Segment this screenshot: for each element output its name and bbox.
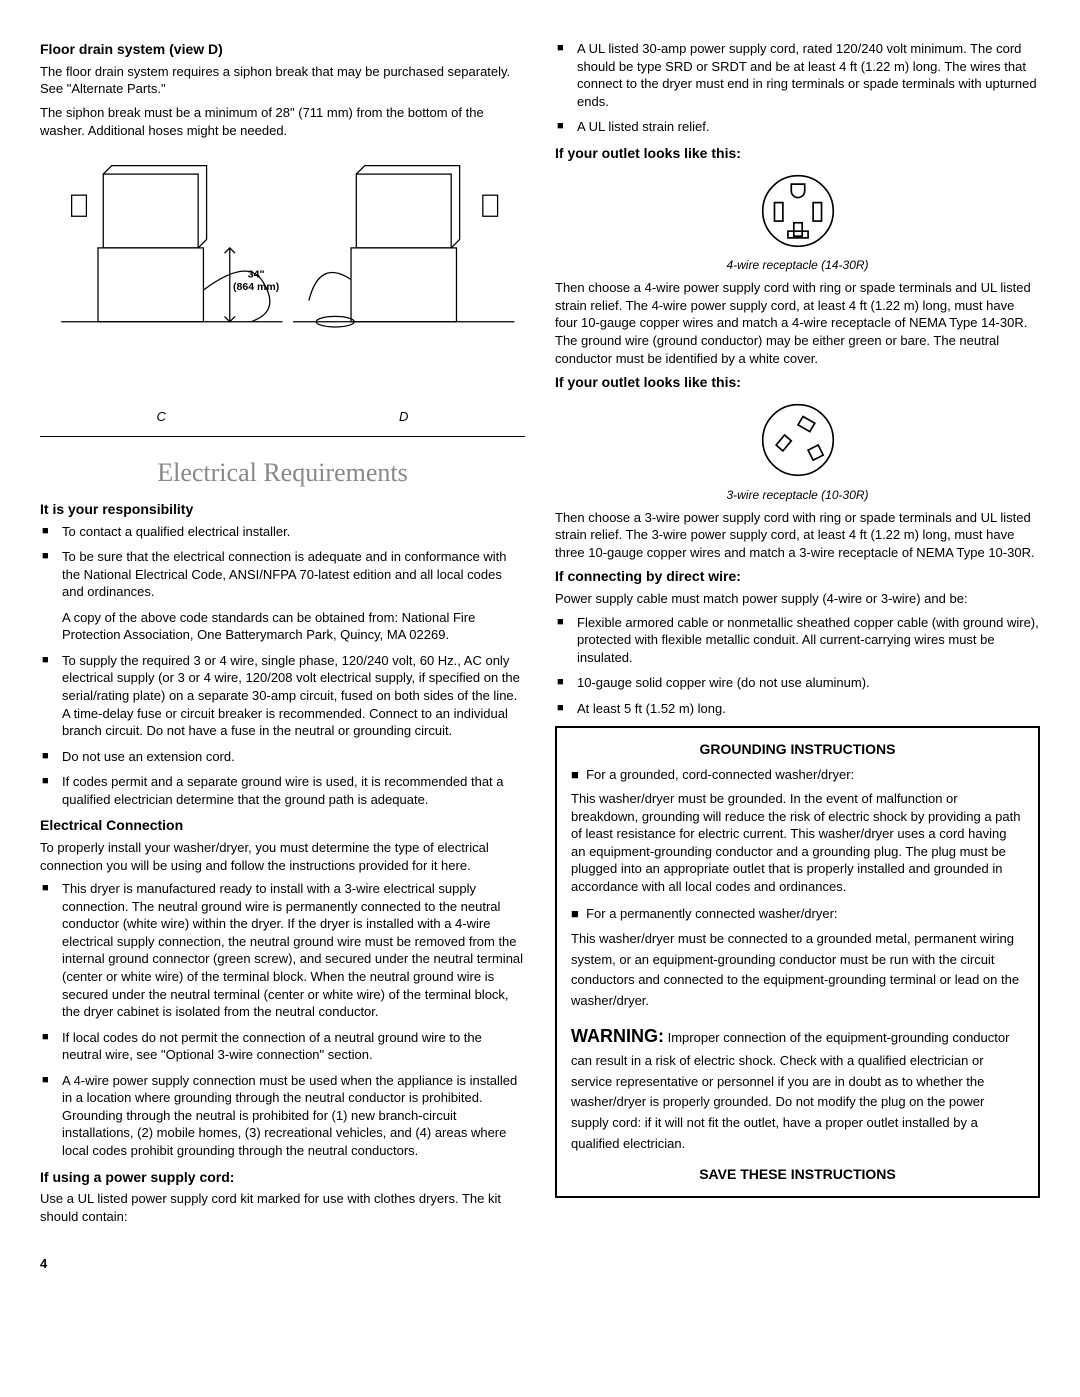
grounding-p1: This washer/dryer must be grounded. In t… (571, 790, 1024, 895)
electrical-connection-intro: To properly install your washer/dryer, y… (40, 839, 525, 874)
electrical-connection-list: This dryer is manufactured ready to inst… (40, 880, 525, 1159)
list-item: A UL listed 30-amp power supply cord, ra… (555, 40, 1040, 110)
direct-wire-intro: Power supply cable must match power supp… (555, 590, 1040, 608)
floor-drain-title: Floor drain system (view D) (40, 40, 525, 59)
fig-label-d: D (399, 408, 408, 426)
save-instructions: SAVE THESE INSTRUCTIONS (571, 1165, 1024, 1184)
outlet-4wire-icon (756, 169, 840, 253)
list-item: Do not use an extension cord. (40, 748, 525, 766)
responsibility-title: It is your responsibility (40, 500, 525, 519)
responsibility-list-2: To supply the required 3 or 4 wire, sing… (40, 652, 525, 808)
direct-wire-title: If connecting by direct wire: (555, 567, 1040, 586)
electrical-requirements-heading: Electrical Requirements (40, 455, 525, 490)
figure-labels: C D (40, 408, 525, 426)
section-divider (40, 436, 525, 437)
gb-b2-text: For a permanently connected washer/dryer… (586, 906, 837, 921)
outlet-3wire-icon (756, 398, 840, 482)
responsibility-list-1: To contact a qualified electrical instal… (40, 523, 525, 601)
list-item: If local codes do not permit the connect… (40, 1029, 525, 1064)
power-cord-title: If using a power supply cord: (40, 1168, 525, 1187)
4wire-text: Then choose a 4-wire power supply cord w… (555, 279, 1040, 367)
grounding-title: GROUNDING INSTRUCTIONS (571, 740, 1024, 759)
svg-text:(864 mm): (864 mm) (233, 281, 279, 293)
grounding-p2: This washer/dryer must be connected to a… (571, 929, 1024, 1012)
electrical-connection-title: Electrical Connection (40, 816, 525, 835)
warning-paragraph: WARNING: Improper connection of the equi… (571, 1022, 1024, 1155)
list-item: Flexible armored cable or nonmetallic sh… (555, 614, 1040, 667)
outlet-3wire-figure: 3-wire receptacle (10-30R) (555, 398, 1040, 503)
page-number: 4 (40, 1255, 1040, 1273)
list-item: This dryer is manufactured ready to inst… (40, 880, 525, 1020)
list-item: 10-gauge solid copper wire (do not use a… (555, 674, 1040, 692)
gb-b1-text: For a grounded, cord-connected washer/dr… (586, 767, 854, 782)
grounding-bullet-1: ■ For a grounded, cord-connected washer/… (571, 766, 1024, 784)
list-item: A UL listed strain relief. (555, 118, 1040, 136)
outlet-4wire-figure: 4-wire receptacle (14-30R) (555, 169, 1040, 274)
floor-drain-diagram: 34" (864 mm) (40, 153, 525, 396)
svg-text:34": 34" (248, 268, 265, 280)
power-cord-text: Use a UL listed power supply cord kit ma… (40, 1190, 525, 1225)
fig-label-c: C (157, 408, 166, 426)
grounding-bullet-2: ■ For a permanently connected washer/dry… (571, 905, 1024, 923)
list-item: If codes permit and a separate ground wi… (40, 773, 525, 808)
direct-wire-list: Flexible armored cable or nonmetallic sh… (555, 614, 1040, 718)
list-item: At least 5 ft (1.52 m) long. (555, 700, 1040, 718)
page-columns: Floor drain system (view D) The floor dr… (40, 40, 1040, 1231)
warning-label: WARNING: (571, 1026, 664, 1046)
grounding-instructions-box: GROUNDING INSTRUCTIONS ■ For a grounded,… (555, 726, 1040, 1198)
floor-drain-p2: The siphon break must be a minimum of 28… (40, 104, 525, 139)
left-column: Floor drain system (view D) The floor dr… (40, 40, 525, 1231)
floor-drain-p1: The floor drain system requires a siphon… (40, 63, 525, 98)
list-item: To contact a qualified electrical instal… (40, 523, 525, 541)
outlet-title-2: If your outlet looks like this: (555, 373, 1040, 392)
list-item: To supply the required 3 or 4 wire, sing… (40, 652, 525, 740)
outlet-3wire-caption: 3-wire receptacle (10-30R) (555, 487, 1040, 503)
list-item: A 4-wire power supply connection must be… (40, 1072, 525, 1160)
cord-kit-contents: A UL listed 30-amp power supply cord, ra… (555, 40, 1040, 136)
outlet-title-1: If your outlet looks like this: (555, 144, 1040, 163)
right-column: A UL listed 30-amp power supply cord, ra… (555, 40, 1040, 1231)
outlet-4wire-caption: 4-wire receptacle (14-30R) (555, 257, 1040, 273)
3wire-text: Then choose a 3-wire power supply cord w… (555, 509, 1040, 562)
code-standards-note: A copy of the above code standards can b… (62, 609, 525, 644)
list-item: To be sure that the electrical connectio… (40, 548, 525, 601)
warning-text: Improper connection of the equipment-gro… (571, 1030, 1009, 1151)
